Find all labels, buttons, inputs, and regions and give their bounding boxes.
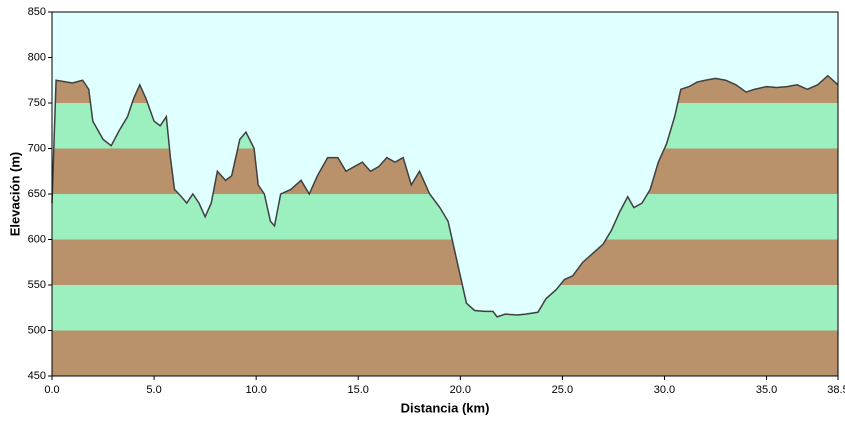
x-tick-label: 10.0 <box>245 384 266 396</box>
y-tick-label: 600 <box>28 233 46 245</box>
y-axis-title: Elevación (m) <box>7 152 22 237</box>
x-tick-label: 0.0 <box>44 384 59 396</box>
x-axis-title: Distancia (km) <box>401 400 490 415</box>
y-tick-label: 500 <box>28 324 46 336</box>
x-tick-label: 15.0 <box>348 384 369 396</box>
x-tick-label: 5.0 <box>146 384 161 396</box>
y-tick-label: 550 <box>28 279 46 291</box>
x-tick-label: 30.0 <box>654 384 675 396</box>
elevation-band <box>52 285 838 331</box>
y-tick-label: 700 <box>28 142 46 154</box>
elevation-band <box>52 239 838 285</box>
y-tick-label: 850 <box>28 6 46 18</box>
x-tick-label: 38.5 <box>827 384 845 396</box>
x-tick-label: 35.0 <box>756 384 777 396</box>
elevation-band <box>52 330 838 376</box>
x-tick-label: 20.0 <box>450 384 471 396</box>
elevation-line <box>51 74 839 318</box>
y-tick-label: 750 <box>28 97 46 109</box>
y-tick-label: 650 <box>28 188 46 200</box>
y-tick-label: 800 <box>28 51 46 63</box>
x-tick-label: 25.0 <box>552 384 573 396</box>
y-tick-label: 450 <box>28 370 46 382</box>
